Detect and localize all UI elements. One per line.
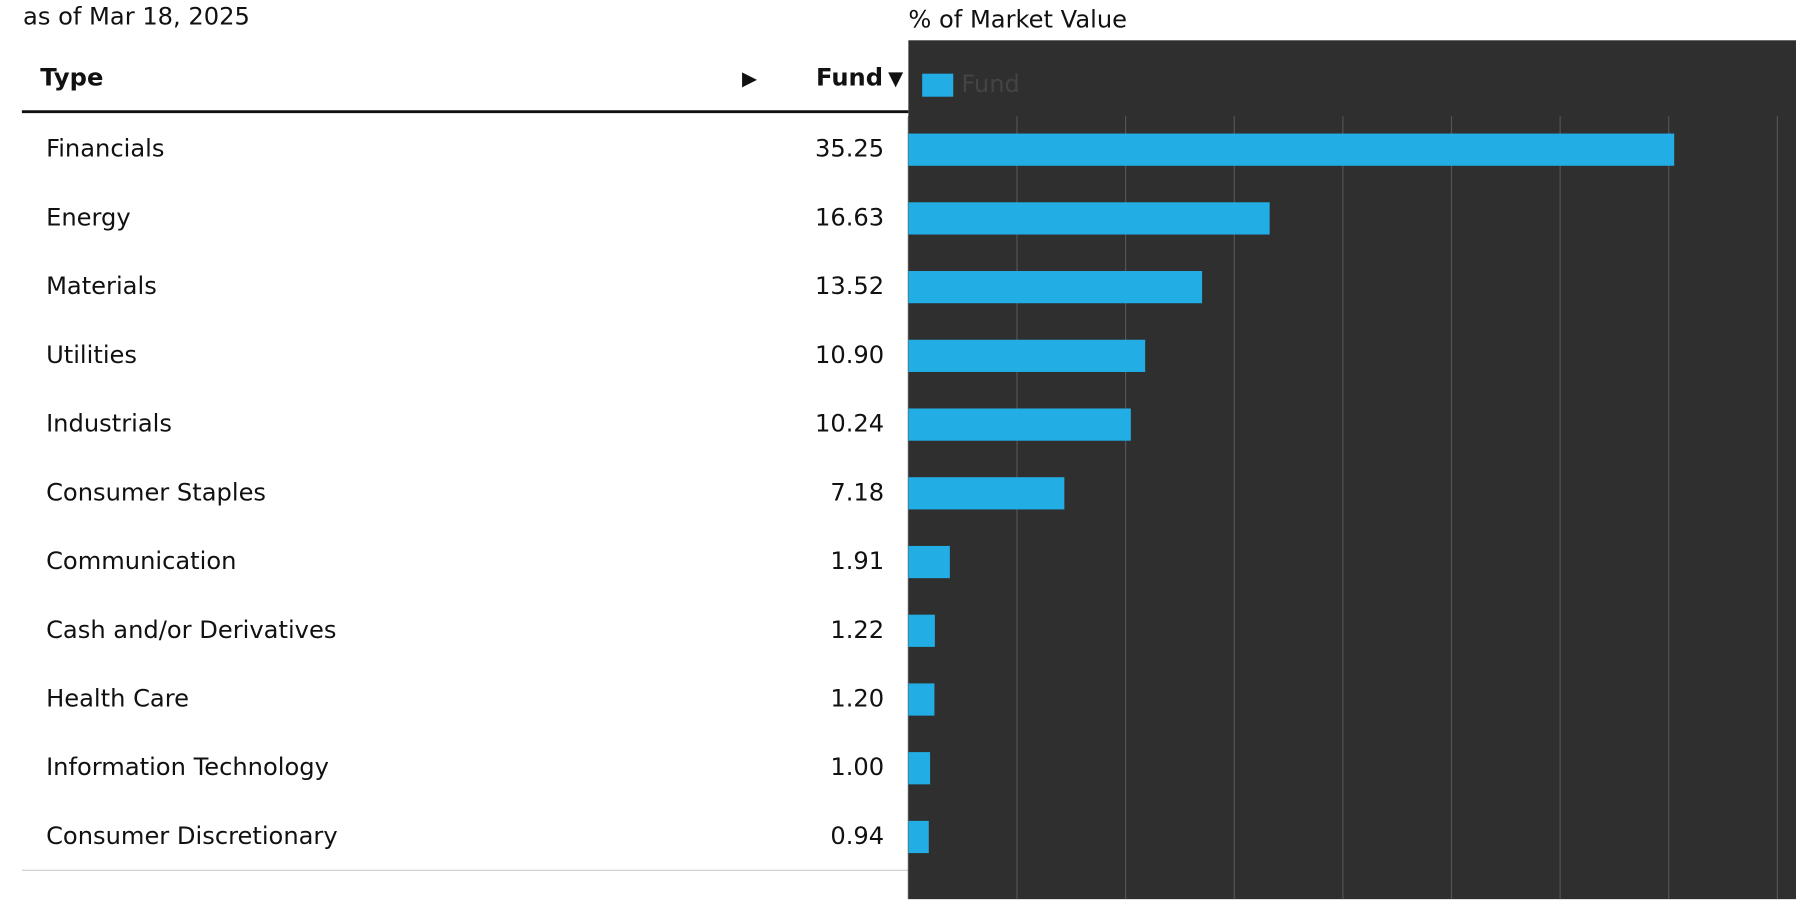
category-label: Materials xyxy=(46,272,157,300)
chart-title: % of Market Value xyxy=(908,6,1127,34)
bar xyxy=(908,133,1675,166)
bar xyxy=(908,339,1146,372)
bar xyxy=(908,683,935,716)
value-label: 0.94 xyxy=(830,822,884,850)
legend-label: Fund xyxy=(961,70,1020,98)
value-label: 16.63 xyxy=(815,203,884,231)
bar xyxy=(908,820,929,854)
value-label: 35.25 xyxy=(815,135,884,163)
value-label: 10.24 xyxy=(815,410,884,438)
category-label: Information Technology xyxy=(46,753,329,781)
category-label: Communication xyxy=(46,547,236,575)
bar xyxy=(908,271,1203,304)
category-label: Energy xyxy=(46,203,131,231)
column-header[interactable]: Fund xyxy=(816,63,883,91)
value-label: 1.20 xyxy=(830,685,884,713)
value-label: 1.22 xyxy=(830,616,884,644)
column-header[interactable]: Type xyxy=(40,63,103,91)
subtitle: as of Mar 18, 2025 xyxy=(23,2,250,30)
bar xyxy=(908,477,1065,510)
category-label: Consumer Staples xyxy=(46,478,266,506)
chart-background xyxy=(908,40,1796,900)
bar xyxy=(908,752,931,785)
value-label: 1.91 xyxy=(830,547,884,575)
value-label: 7.18 xyxy=(830,478,884,506)
bar xyxy=(908,202,1270,235)
bar xyxy=(908,408,1131,441)
legend-swatch xyxy=(922,73,954,97)
sort-icon[interactable]: ▶ xyxy=(742,67,757,90)
value-label: 10.90 xyxy=(815,341,884,369)
value-label: 1.00 xyxy=(830,753,884,781)
category-label: Industrials xyxy=(46,410,172,438)
bar xyxy=(908,545,950,579)
category-label: Cash and/or Derivatives xyxy=(46,616,336,644)
value-label: 13.52 xyxy=(815,272,884,300)
category-label: Utilities xyxy=(46,341,137,369)
sort-icon[interactable]: ▼ xyxy=(888,67,903,90)
category-label: Financials xyxy=(46,135,164,163)
category-label: Health Care xyxy=(46,685,189,713)
bar xyxy=(908,614,935,647)
category-label: Consumer Discretionary xyxy=(46,822,338,850)
